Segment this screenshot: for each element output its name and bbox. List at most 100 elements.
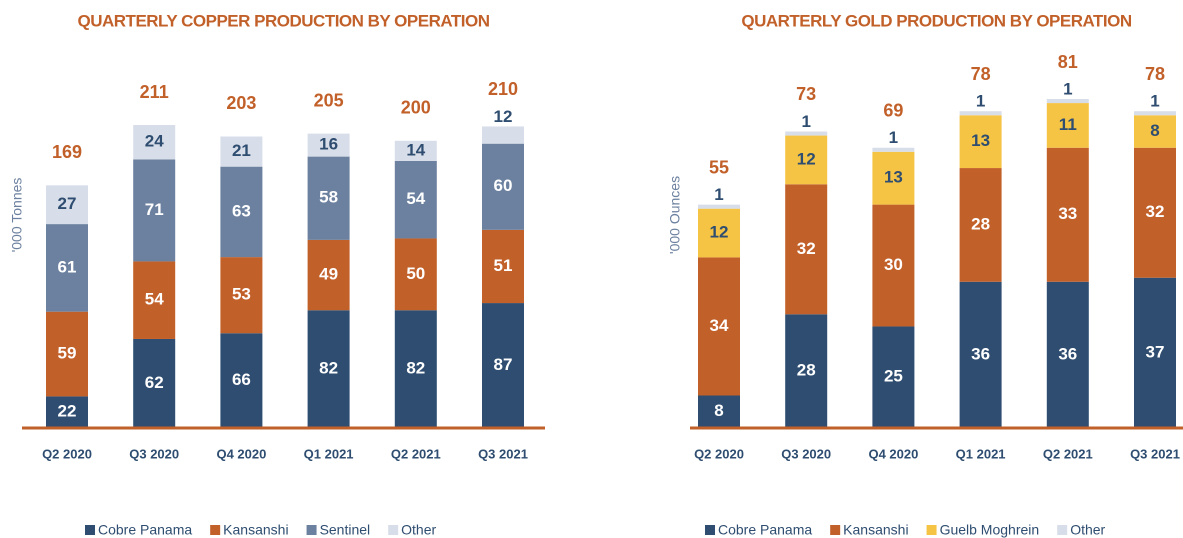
bar-segment [785,184,828,315]
legend-label: Cobre Panama [98,522,192,538]
total-label: 203 [226,93,256,113]
x-tick-label: Q4 2020 [868,446,918,461]
bar-segment [785,314,828,428]
segment-label: 1 [1150,92,1159,111]
bar-segment [872,151,915,205]
bar-segment [220,136,263,167]
bar-segment [1046,103,1089,148]
total-label: 211 [140,82,169,102]
bar-segment [959,115,1002,169]
bar-segment [46,396,88,428]
segment-label: 62 [145,373,164,392]
bar-segment [959,168,1002,282]
legend-swatch [85,525,95,535]
bar-segment [482,126,524,144]
segment-label: 24 [145,132,164,151]
x-tick-label: Q2 2020 [42,446,92,461]
bar-segment [872,204,915,327]
total-label: 210 [488,79,518,99]
segment-label: 32 [1146,202,1165,221]
segment-label: 61 [58,257,77,276]
bar-segment [46,311,88,397]
legend-label: Cobre Panama [718,522,812,538]
segment-label: 60 [494,176,513,195]
total-label: 169 [52,142,82,162]
segment-label: 11 [1059,115,1077,134]
segment-label: 51 [494,256,513,275]
y-axis-label: '000 Ounces [667,176,683,254]
bar-segment [482,229,524,304]
segment-label: 33 [1058,204,1077,223]
legend-swatch [388,525,399,535]
legend-swatch [1057,525,1068,535]
segment-label: 54 [145,290,164,309]
bar-segment [220,257,263,334]
bar-segment [785,131,828,136]
bar-segment [698,257,740,396]
x-tick-label: Q1 2021 [304,446,354,461]
segment-label: 8 [714,401,723,420]
x-tick-label: Q3 2020 [129,446,179,461]
legend-label: Kansanshi [843,522,908,538]
y-axis-label: '000 Tonnes [9,178,25,253]
total-label: 81 [1058,52,1078,72]
segment-label: 82 [319,359,338,378]
bar-segment [1046,99,1089,104]
bar-segment [959,111,1002,116]
segment-label: 36 [1058,344,1077,363]
total-label: 55 [709,157,729,177]
bar-segment [307,133,350,157]
bar-segment [872,147,915,152]
segment-label: 1 [1063,79,1072,98]
legend-swatch [306,525,317,535]
bar-segment [46,224,88,312]
x-tick-label: Q3 2020 [781,446,831,461]
segment-label: 49 [319,265,338,284]
total-label: 205 [314,90,344,110]
segment-label: 8 [1150,121,1159,140]
segment-label: 13 [971,131,990,150]
segment-label: 37 [1146,342,1165,361]
bar-segment [394,238,437,311]
bar-segment [698,204,740,209]
total-label: 200 [401,98,431,118]
legend-label: Sentinel [320,522,371,538]
segment-label: 71 [145,200,164,219]
segment-label: 50 [406,264,425,283]
legend-label: Kansanshi [223,522,288,538]
bar-segment [133,159,176,262]
legend-swatch [705,525,715,535]
bar-segment [394,310,437,428]
bar-segment [785,135,828,185]
segment-label: 1 [714,185,723,204]
bar-segment [482,143,524,230]
chart-title: QUARTERLY GOLD PRODUCTION BY OPERATION [741,11,1132,30]
segment-label: 34 [710,316,729,335]
bar-segment [133,125,176,160]
segment-label: 58 [319,188,338,207]
legend-swatch [210,525,221,535]
segment-label: 1 [801,112,810,131]
segment-label: 14 [406,140,425,159]
x-tick-label: Q2 2021 [1043,446,1093,461]
segment-label: 53 [232,285,251,304]
x-tick-label: Q1 2021 [956,446,1006,461]
legend-swatch [830,525,841,535]
segment-label: 82 [406,359,425,378]
x-tick-label: Q2 2020 [694,446,744,461]
legend-label: Guelb Moghrein [940,522,1040,538]
segment-label: 32 [797,239,816,258]
segment-label: 12 [494,107,513,126]
bar-segment [307,156,350,240]
segment-label: 36 [971,344,990,363]
bar-segment [698,395,740,428]
segment-label: 21 [232,141,251,160]
bar-segment [1046,147,1089,282]
bar-segment [307,239,350,311]
x-tick-label: Q3 2021 [1130,446,1180,461]
bar-segment [46,185,88,225]
segment-label: 87 [494,355,513,374]
segment-label: 28 [971,214,990,233]
total-label: 69 [883,100,903,120]
